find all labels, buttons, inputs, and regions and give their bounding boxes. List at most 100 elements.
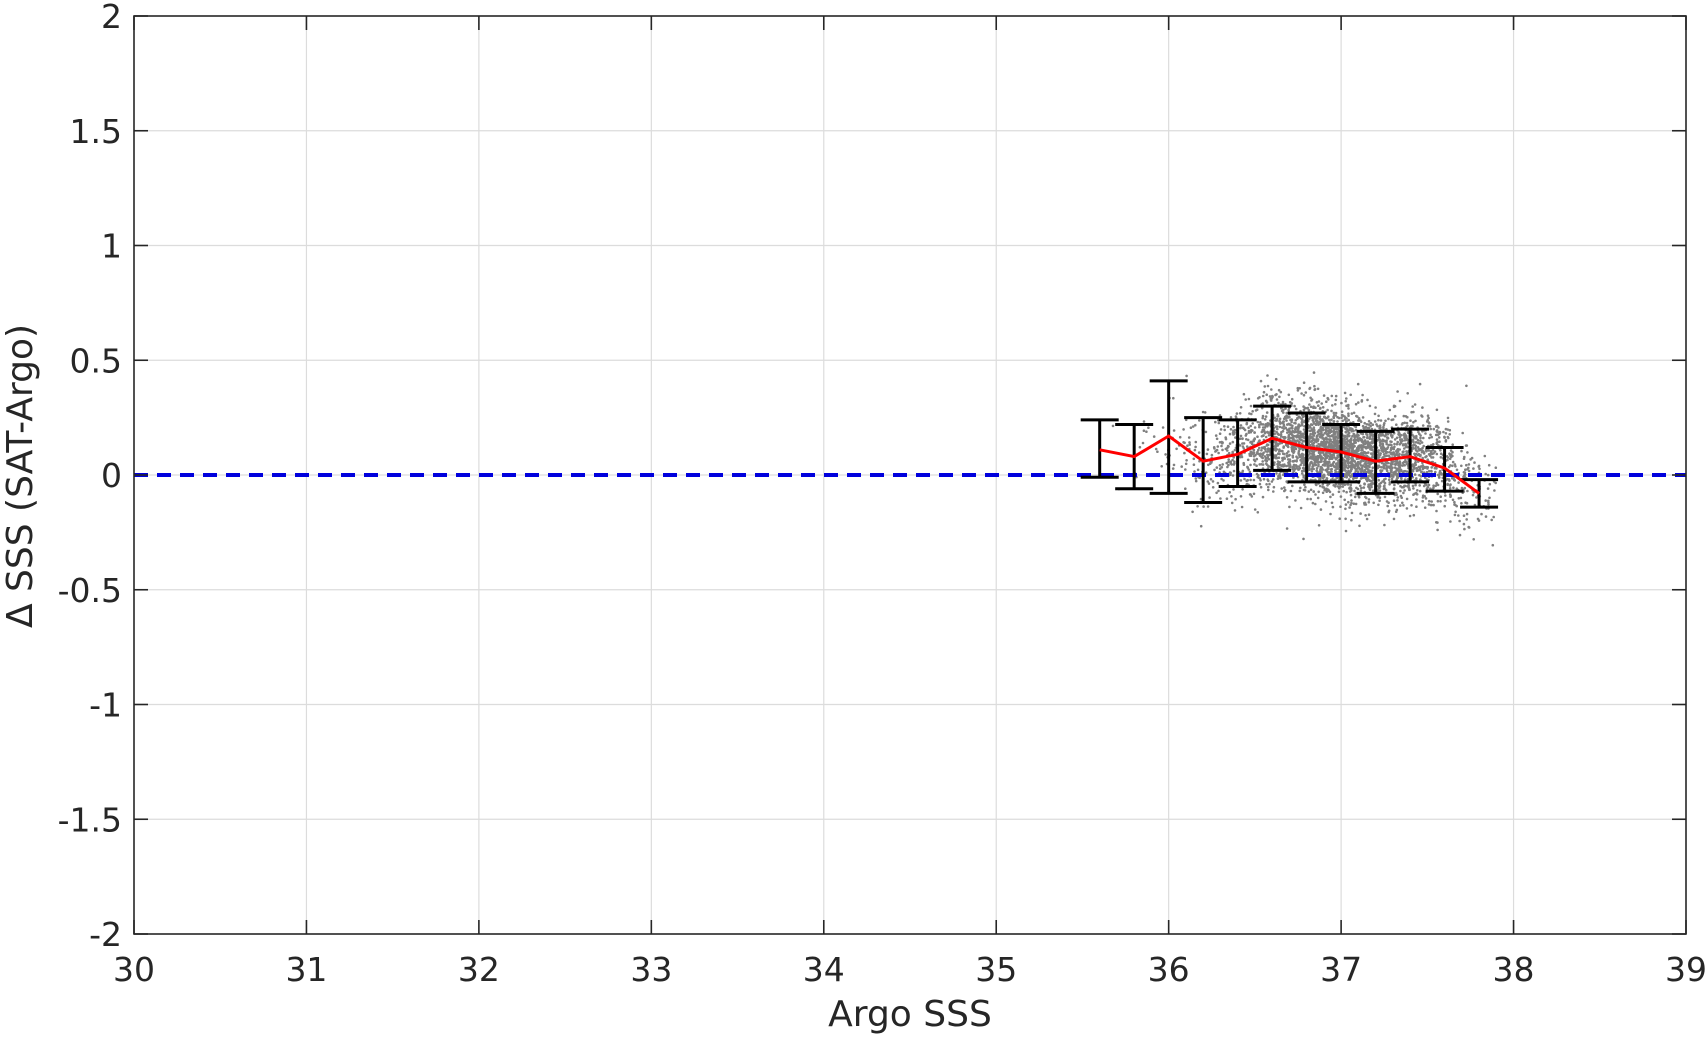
scatter-point — [1345, 490, 1348, 494]
scatter-point — [1327, 438, 1331, 441]
scatter-point — [1406, 415, 1409, 419]
scatter-point — [1265, 483, 1268, 486]
scatter-point — [1412, 493, 1415, 497]
scatter-point — [1266, 485, 1270, 489]
scatter-point — [1249, 440, 1253, 444]
scatter-point — [1206, 448, 1210, 451]
scatter-point — [1417, 430, 1420, 434]
scatter-point — [1377, 464, 1381, 468]
scatter-point — [1241, 437, 1244, 441]
scatter-point — [1272, 490, 1275, 493]
scatter-point — [1325, 477, 1329, 481]
scatter-point — [1353, 435, 1356, 439]
scatter-point — [1285, 496, 1289, 499]
scatter-point — [1386, 446, 1390, 449]
scatter-point — [1360, 399, 1364, 402]
scatter-point — [1239, 406, 1243, 409]
scatter-point — [1296, 434, 1299, 437]
scatter-point — [1265, 393, 1268, 397]
scatter-point — [1247, 426, 1250, 430]
scatter-point — [1396, 454, 1400, 457]
scatter-point — [1217, 451, 1220, 455]
scatter-point — [1260, 430, 1264, 434]
scatter-point — [1408, 514, 1412, 518]
scatter-point — [1362, 435, 1366, 439]
scatter-point — [1414, 461, 1417, 464]
scatter-point — [1421, 446, 1424, 450]
scatter-point — [1332, 411, 1336, 415]
scatter-point — [1337, 435, 1340, 439]
scatter-point — [1366, 435, 1369, 439]
scatter-point — [1421, 467, 1425, 471]
scatter-point — [1298, 387, 1301, 390]
scatter-point — [1341, 419, 1344, 423]
scatter-point — [1231, 474, 1235, 477]
scatter-point — [1386, 504, 1389, 508]
scatter-point — [1330, 394, 1334, 398]
scatter-point — [1235, 412, 1239, 415]
scatter-point — [1444, 494, 1447, 497]
y-tick-label: -0.5 — [58, 571, 122, 610]
scatter-point — [1219, 497, 1222, 500]
scatter-point — [1327, 489, 1331, 493]
scatter-point — [1327, 426, 1330, 430]
scatter-point — [1412, 440, 1415, 443]
scatter-point — [1369, 424, 1372, 428]
scatter-point — [1340, 410, 1344, 414]
scatter-point — [1393, 453, 1397, 457]
scatter-point — [1367, 500, 1371, 504]
scatter-point — [1339, 505, 1342, 509]
scatter-point — [1329, 495, 1332, 499]
scatter-point — [1256, 397, 1260, 400]
scatter-point — [1371, 423, 1375, 427]
scatter-point — [1362, 470, 1365, 474]
scatter-point — [1300, 421, 1304, 425]
scatter-point — [1384, 477, 1387, 481]
scatter-point — [1397, 467, 1400, 470]
scatter-point — [1286, 458, 1290, 461]
scatter-point — [1207, 482, 1211, 485]
scatter-point — [1451, 443, 1454, 447]
scatter-point — [1347, 418, 1350, 422]
scatter-point — [1387, 454, 1391, 458]
scatter-point — [1282, 464, 1286, 468]
scatter-point — [1271, 478, 1275, 481]
scatter-point — [1276, 432, 1280, 436]
scatter-point — [1334, 394, 1338, 398]
scatter-point — [1319, 470, 1322, 473]
scatter-point — [1389, 432, 1393, 435]
binned-mean-line — [1099, 434, 1480, 495]
scatter-point — [1111, 424, 1115, 428]
scatter-point — [1226, 425, 1230, 429]
scatter-point — [1320, 435, 1324, 439]
scatter-point — [1283, 452, 1286, 456]
scatter-point — [1393, 504, 1397, 507]
scatter-point — [1323, 464, 1327, 467]
scatter-point — [1343, 463, 1346, 466]
scatter-point — [1385, 469, 1389, 473]
scatter-point — [1346, 466, 1350, 470]
scatter-point — [1385, 439, 1388, 442]
scatter-point — [1332, 420, 1335, 424]
scatter-point — [1418, 484, 1421, 487]
scatter-point — [1426, 419, 1429, 422]
scatter-point — [1464, 468, 1467, 472]
scatter-point — [1477, 465, 1480, 468]
scatter-point — [1346, 461, 1350, 465]
scatter-point — [1252, 448, 1256, 452]
scatter-point — [1475, 496, 1478, 499]
scatter-point — [1334, 398, 1338, 402]
scatter-point — [1385, 466, 1388, 470]
scatter-point — [1390, 452, 1393, 456]
scatter-point — [1436, 521, 1439, 524]
scatter-point — [1317, 430, 1320, 434]
scatter-point — [1294, 447, 1298, 451]
scatter-point — [1382, 446, 1386, 449]
scatter-point — [1364, 514, 1367, 517]
scatter-point — [1277, 388, 1281, 392]
scatter-point — [1349, 483, 1353, 487]
scatter-point — [1232, 488, 1235, 491]
scatter-point — [1365, 470, 1369, 474]
scatter-point — [1405, 421, 1409, 425]
scatter-point — [1423, 495, 1426, 498]
